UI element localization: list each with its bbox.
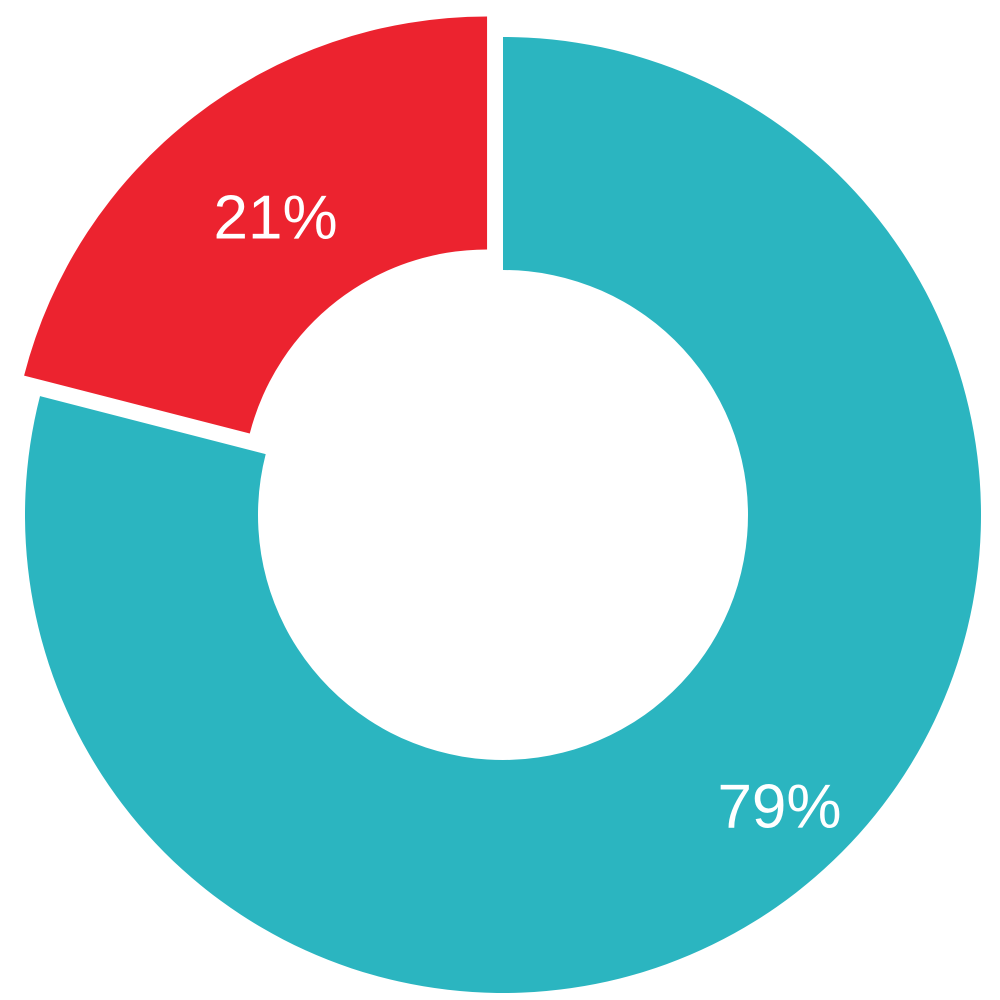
donut-slice-1 [24, 16, 488, 434]
donut-labels: 79% 21% [214, 183, 842, 841]
slice-label-red: 21% [214, 183, 338, 252]
donut-slices [24, 16, 981, 993]
donut-slice-0 [24, 37, 981, 993]
slice-label-teal: 79% [717, 772, 841, 841]
